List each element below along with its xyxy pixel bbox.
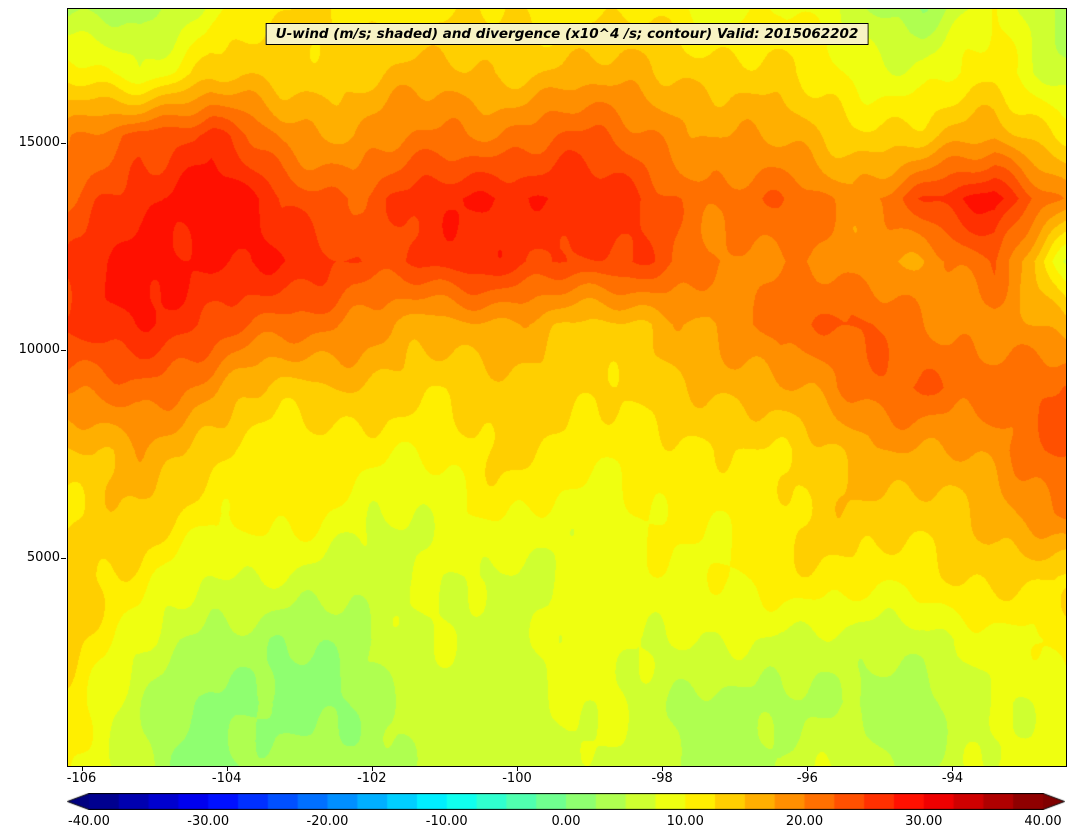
y-axis-tick-label: 15000	[18, 134, 60, 150]
colorbar	[67, 793, 1065, 810]
colorbar-tick-label: -10.00	[425, 814, 468, 829]
x-axis-tickmark	[952, 766, 954, 771]
y-axis-tickmark	[61, 557, 66, 559]
x-axis-tick-label: -94	[941, 771, 964, 786]
y-axis-tickmark	[61, 142, 66, 144]
plot-title: U-wind (m/s; shaded) and divergence (x10…	[265, 23, 869, 45]
x-axis-tickmark	[81, 766, 83, 771]
colorbar-tick-label: 10.00	[666, 814, 704, 829]
x-axis-tickmark	[371, 766, 373, 771]
colorbar-tick-label: 20.00	[785, 814, 824, 829]
colorbar-tick-label: -30.00	[187, 814, 230, 829]
colorbar-tick-label: 30.00	[905, 814, 943, 829]
colorbar-canvas	[67, 793, 1065, 810]
uwind-field-canvas	[68, 9, 1066, 766]
y-axis-tickmark	[61, 350, 66, 352]
colorbar-tick-label: -40.00	[68, 814, 110, 829]
y-axis-tick-label: 5000	[26, 549, 60, 565]
x-axis-tickmark	[807, 766, 809, 771]
x-axis-tick-label: -106	[66, 771, 97, 786]
colorbar-tick-label: -20.00	[306, 814, 349, 829]
x-axis-tick-label: -96	[796, 771, 818, 786]
plot-area: U-wind (m/s; shaded) and divergence (x10…	[67, 8, 1067, 767]
x-axis-tickmark	[517, 766, 518, 771]
x-axis-tick-label: -102	[357, 771, 387, 786]
x-axis-tick-label: -104	[211, 771, 242, 786]
x-axis-tick-label: -98	[651, 771, 673, 786]
x-axis-tickmark	[662, 766, 664, 771]
colorbar-tick-label: 40.00	[1024, 814, 1062, 829]
colorbar-tick-label: 0.00	[551, 814, 581, 829]
x-axis-tick-label: -100	[502, 771, 532, 786]
y-axis-tick-label: 10000	[18, 342, 60, 358]
x-axis-tickmark	[226, 766, 228, 771]
